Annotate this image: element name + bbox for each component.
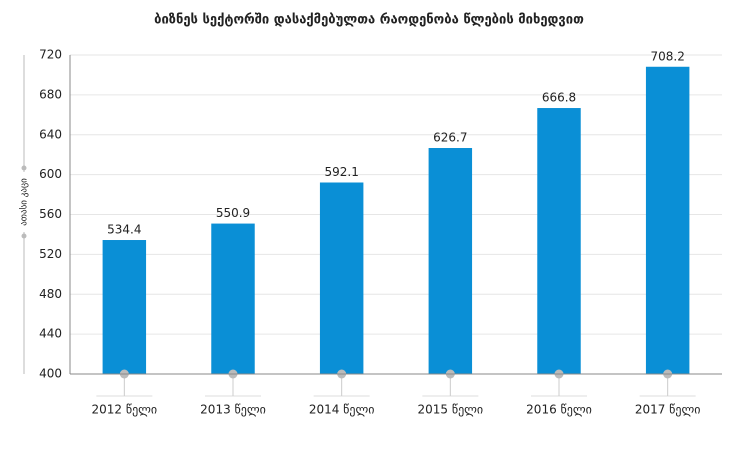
y-tick-label: 520 <box>39 247 62 261</box>
value-label: 666.8 <box>542 91 576 105</box>
x-tick-label: 2015 წელი <box>418 403 484 417</box>
x-tick-label: 2016 წელი <box>526 403 592 417</box>
bar <box>537 108 581 374</box>
y-tick-label: 720 <box>39 48 62 62</box>
y-label-dot <box>21 233 27 239</box>
x-tick-label: 2017 წელი <box>635 403 701 417</box>
y-label-dot <box>21 165 27 171</box>
bar <box>319 182 364 374</box>
value-label: 550.9 <box>216 206 250 220</box>
bar <box>102 240 147 374</box>
x-tick-label: 2014 წელი <box>309 403 375 417</box>
bar <box>211 223 255 374</box>
y-tick-label: 440 <box>39 327 62 341</box>
chart-title: ბიზნეს სექტორში დასაქმებულთა რაოდენობა წ… <box>154 13 584 28</box>
value-label: 592.1 <box>324 165 358 179</box>
y-tick-label: 600 <box>39 167 62 181</box>
y-tick-label: 640 <box>39 127 62 141</box>
value-label: 708.2 <box>650 49 684 63</box>
value-label: 534.4 <box>107 223 141 237</box>
x-tick-label: 2012 წელი <box>92 403 158 417</box>
y-axis-label: ათასი კაცი <box>19 178 30 226</box>
y-tick-label: 680 <box>39 87 62 101</box>
x-tick-label: 2013 წელი <box>200 403 266 417</box>
y-tick-label: 400 <box>39 367 62 381</box>
value-label: 626.7 <box>433 131 467 145</box>
y-tick-label: 560 <box>39 207 62 221</box>
bar <box>645 66 690 374</box>
bar <box>428 148 473 374</box>
y-label-bg <box>14 172 34 232</box>
y-tick-label: 480 <box>39 287 62 301</box>
